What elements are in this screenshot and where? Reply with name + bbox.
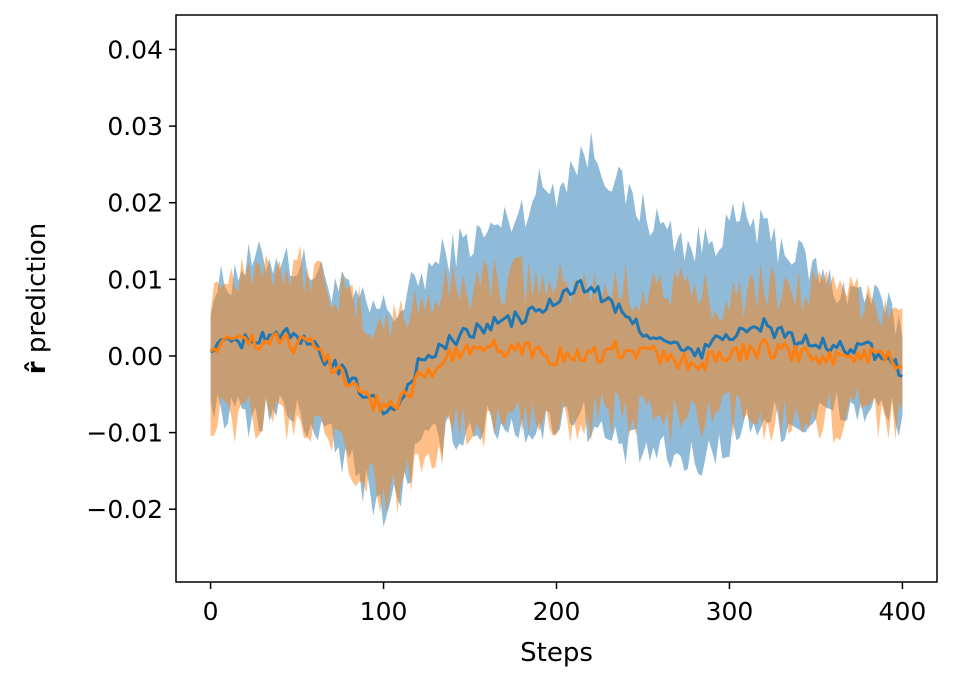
x-axis-label: Steps [520,638,593,668]
y-tick-label: 0.04 [107,35,163,64]
y-tick-label: 0.02 [107,189,163,218]
confidence-band-2 [210,245,903,514]
x-tick-label: 400 [879,597,927,626]
x-tick-label: 0 [203,597,219,626]
y-tick-label: −0.02 [86,495,163,524]
y-tick-label: 0.01 [107,265,163,294]
x-axis: 0 100 200 300 400 [203,582,927,626]
x-tick-label: 100 [360,597,408,626]
y-axis-label-text: prediction [22,223,52,362]
x-tick-label: 200 [533,597,581,626]
mean-lines [209,279,903,416]
y-axis: −0.02 −0.01 0.00 0.01 0.02 0.03 0.04 [86,35,176,524]
y-tick-label: 0.00 [107,342,163,371]
y-axis-label-symbol: r̂ [22,361,52,374]
mean-line-2 [209,332,903,413]
confidence-bands [210,131,903,528]
mean-line-1 [210,279,903,416]
y-tick-label: −0.01 [86,419,163,448]
y-axis-label: r̂ prediction [22,223,52,375]
y-tick-label: 0.03 [107,112,163,141]
x-tick-label: 300 [706,597,754,626]
